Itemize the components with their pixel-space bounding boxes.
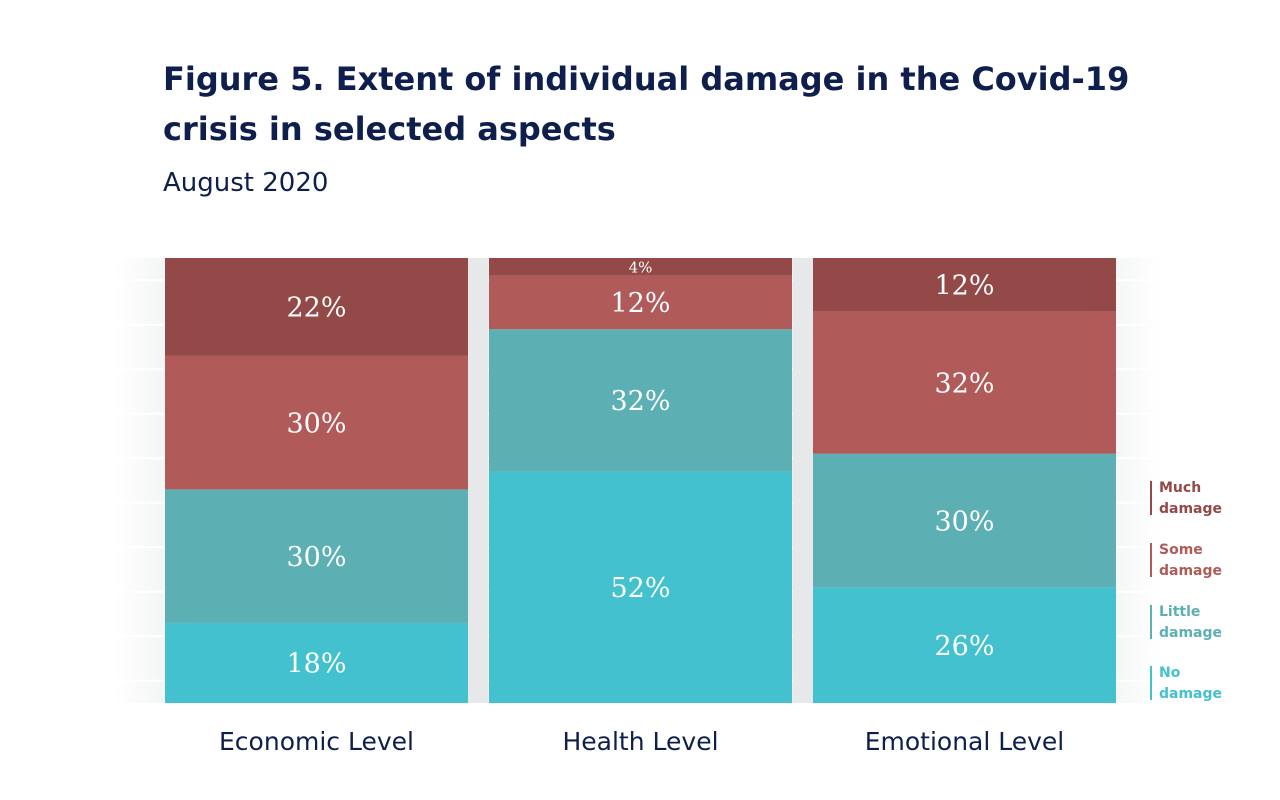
data-label: 12%	[610, 288, 670, 319]
legend-label: damage	[1159, 563, 1222, 579]
legend-label: damage	[1159, 625, 1222, 641]
bar-gap	[468, 258, 488, 703]
legend-label: Some	[1159, 542, 1203, 558]
bar-segment	[813, 311, 1116, 454]
legend-label: No	[1159, 665, 1181, 681]
data-label: 26%	[934, 631, 994, 662]
data-label: 30%	[286, 542, 346, 573]
bar-segment	[489, 258, 792, 276]
data-label: 32%	[610, 386, 670, 417]
bar-segment	[489, 329, 792, 472]
bar-segment	[489, 471, 792, 703]
bars-group: 18% 30% 30% 22% 52% 32% 12% 4% 26% 30% 32% 12%	[165, 258, 1116, 703]
bar-gap	[793, 258, 813, 703]
bar-segment	[165, 622, 468, 703]
bar-segment	[813, 453, 1116, 588]
legend-label: Much	[1159, 480, 1201, 496]
bar-segment	[165, 355, 468, 490]
bar-segment	[165, 489, 468, 623]
x-tick-label: Health Level	[562, 727, 718, 756]
chart-title: Figure 5. Extent of individual damage in…	[163, 60, 1130, 148]
bar-segment	[813, 587, 1116, 703]
data-label: 30%	[286, 408, 346, 439]
data-label: 52%	[610, 573, 670, 604]
data-label: 22%	[286, 293, 346, 324]
x-tick-label: Economic Level	[219, 727, 414, 756]
bar-segment	[489, 275, 792, 330]
legend-label: Little	[1159, 604, 1200, 620]
data-label: 18%	[286, 649, 346, 680]
legend: Much damage Some damage Little damage No damage	[1150, 480, 1222, 702]
category-labels: Economic Level Health Level Emotional Leve…	[219, 727, 1064, 756]
legend-label: damage	[1159, 501, 1222, 517]
legend-label: damage	[1159, 686, 1222, 702]
data-label: 4%	[629, 258, 653, 276]
bar-segment	[165, 258, 468, 356]
x-tick-label: Emotional Level	[865, 727, 1065, 756]
data-label: 30%	[934, 506, 994, 537]
data-label: 32%	[934, 368, 994, 399]
chart-subtitle: August 2020	[163, 168, 329, 198]
data-label: 12%	[934, 270, 994, 301]
bar-segment	[813, 258, 1116, 312]
